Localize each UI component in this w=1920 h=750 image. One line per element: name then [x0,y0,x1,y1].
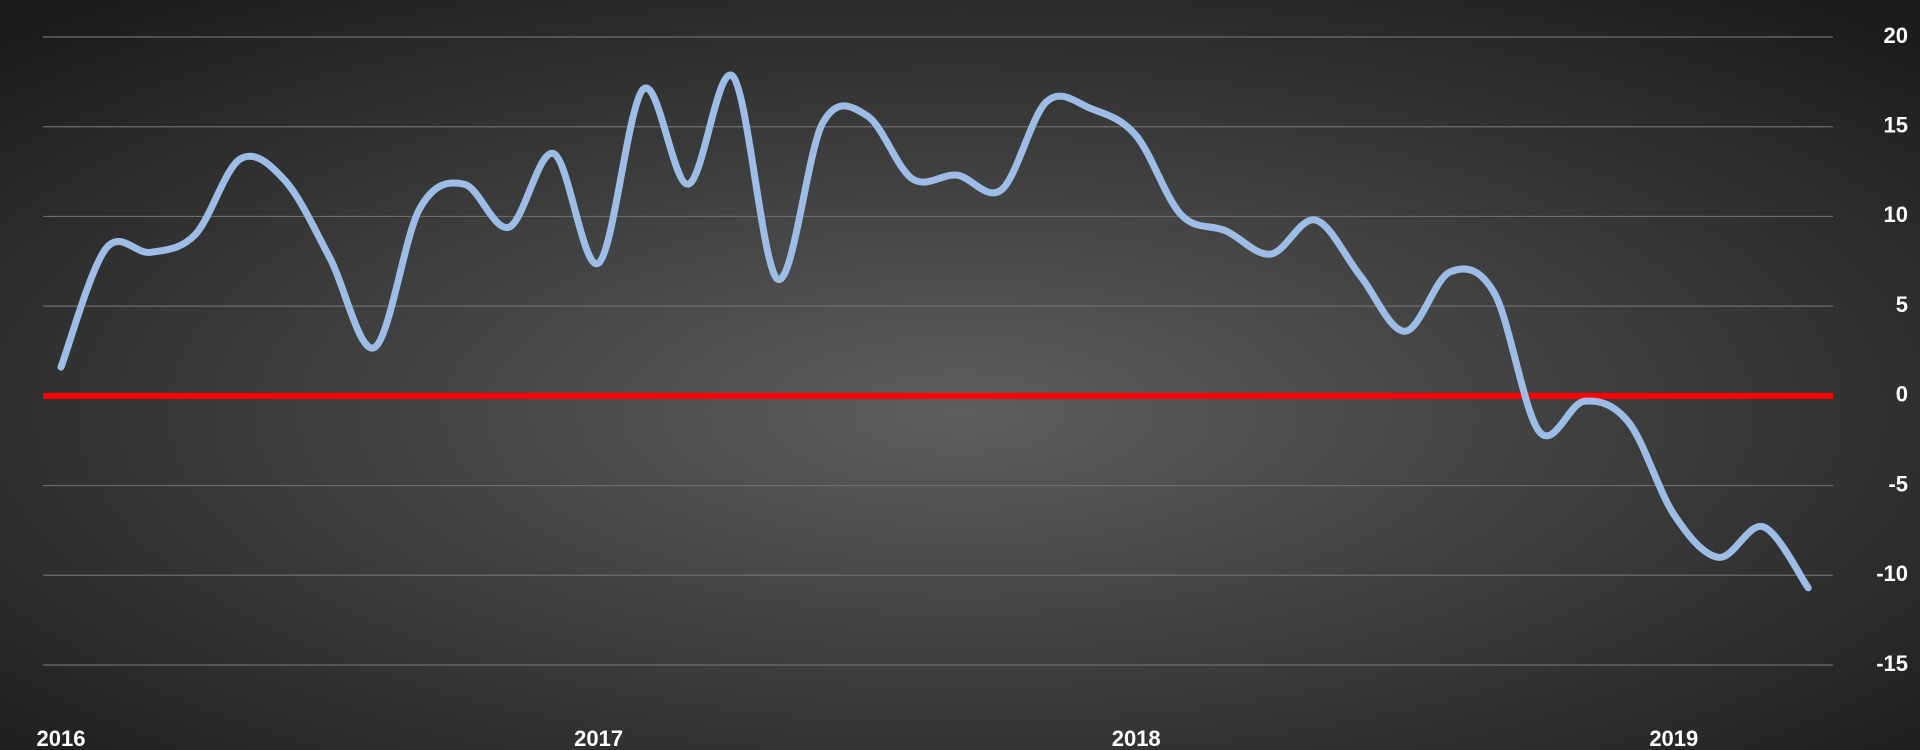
y-tick-label: -5 [1888,471,1908,496]
x-tick-label: 2019 [1649,726,1698,750]
x-tick-label: 2018 [1112,726,1161,750]
y-tick-label: -15 [1876,651,1908,676]
x-tick-label: 2017 [574,726,623,750]
y-tick-label: 0 [1896,382,1908,407]
y-tick-label: 10 [1884,202,1908,227]
x-tick-label: 2016 [37,726,86,750]
y-tick-label: 20 [1884,23,1908,48]
y-tick-label: 15 [1884,113,1908,138]
y-tick-label: -10 [1876,561,1908,586]
data-line [57,71,1812,592]
y-tick-label: 5 [1896,292,1908,317]
